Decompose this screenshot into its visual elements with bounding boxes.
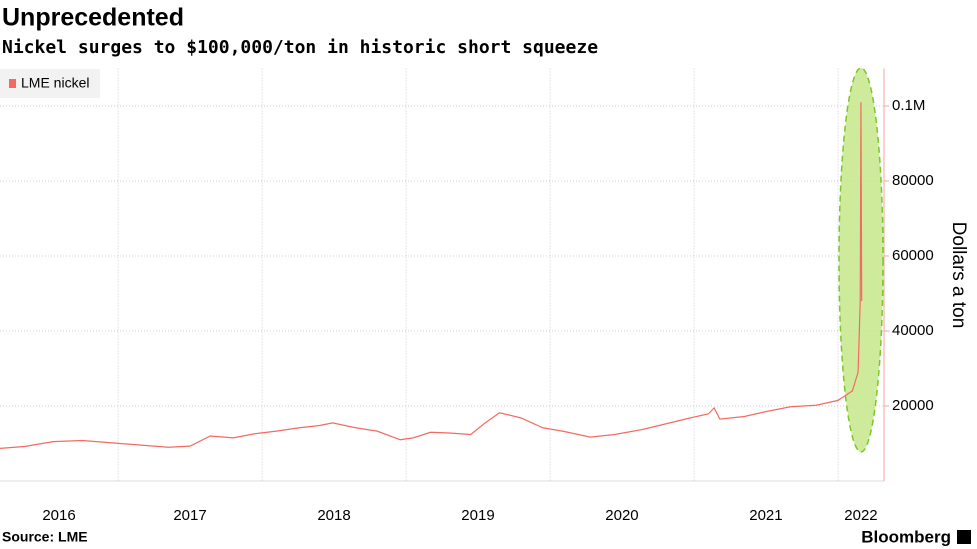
y-axis-label: Dollars a ton — [948, 222, 969, 329]
legend-label: LME nickel — [21, 75, 89, 91]
x-tick-label: 2021 — [749, 507, 782, 524]
brand: Bloomberg — [861, 527, 951, 546]
y-tick-label: 20000 — [892, 397, 934, 414]
y-tick-label: 80000 — [892, 172, 934, 189]
x-tick-label: 2018 — [317, 507, 350, 524]
plot-area: 20000 40000 60000 80000 0.1M 2016 2017 2018 2019… — [0, 68, 934, 524]
x-tick-label: 2019 — [461, 507, 494, 524]
x-tick-label: 2016 — [42, 507, 75, 524]
brand-icon — [957, 530, 971, 544]
lines — [0, 102, 863, 449]
x-tick-label: 2020 — [605, 507, 638, 524]
legend — [0, 69, 100, 98]
y-tick-label: 40000 — [892, 322, 934, 339]
data-line — [0, 102, 863, 449]
legend-swatch — [9, 79, 16, 88]
y-tick-label: 0.1M — [892, 97, 925, 114]
x-tick-label: 2017 — [173, 507, 206, 524]
x-tick-label: 2022 — [844, 507, 877, 524]
chart-subtitle: Nickel surges to $100,000/ton in histori… — [2, 37, 598, 58]
source: Source: LME — [2, 529, 88, 545]
y-tick-label: 60000 — [892, 247, 934, 264]
chart-title: Unprecedented — [2, 4, 184, 32]
